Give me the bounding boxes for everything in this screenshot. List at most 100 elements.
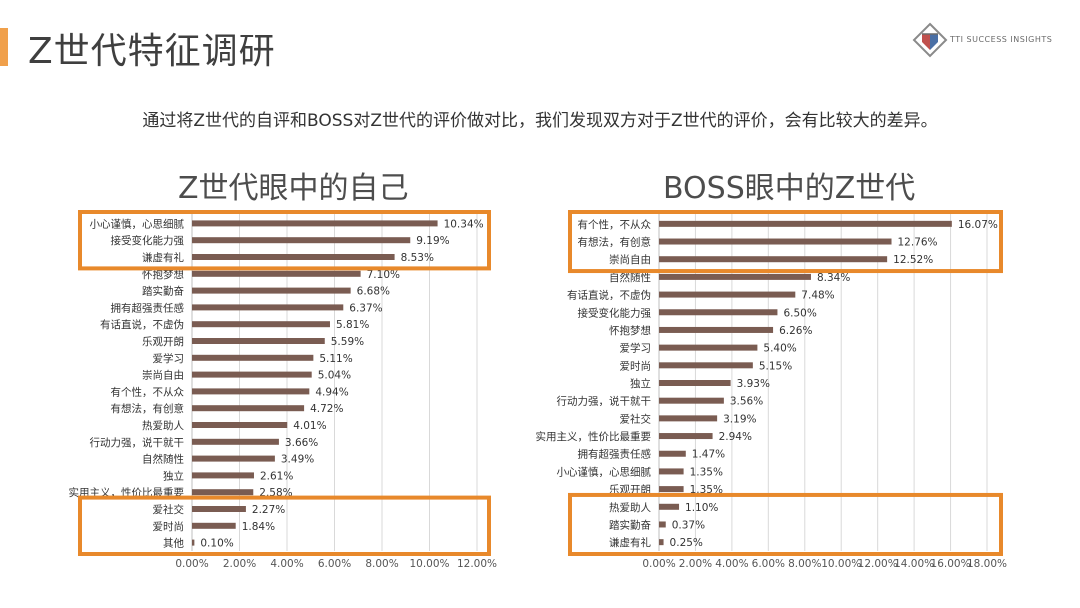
bar [659, 503, 680, 510]
x-tick-label: 10.00% [409, 558, 449, 570]
bar [192, 254, 395, 260]
value-label: 5.40% [763, 343, 796, 355]
value-label: 5.81% [336, 319, 369, 331]
value-label: 6.37% [349, 302, 382, 314]
chart-title-boss: BOSS眼中的Z世代 [663, 171, 916, 206]
category-label: 爱时尚 [153, 520, 185, 533]
category-label: 小心谨慎，心思细腻 [557, 465, 652, 478]
highlight-box [78, 210, 491, 271]
logo-text: TTI SUCCESS INSIGHTS [950, 35, 1053, 44]
highlight-box [568, 492, 1003, 556]
category-label: 有话直说，不虚伪 [100, 318, 184, 331]
category-label: 谦虚有礼 [142, 251, 184, 264]
bar [659, 486, 684, 493]
bar [192, 472, 254, 479]
x-tick-label: 6.00% [752, 558, 785, 570]
bar [192, 304, 344, 311]
bar [659, 397, 724, 404]
category-label: 有话直说，不虚伪 [567, 289, 651, 302]
category-label: 小心谨慎，心思细腻 [90, 217, 185, 230]
category-label: 踏实勤奋 [142, 285, 184, 298]
value-label: 7.48% [801, 290, 834, 302]
x-tick-label: 8.00% [788, 558, 821, 570]
x-tick-label: 16.00% [931, 558, 971, 570]
category-label: 热爱助人 [609, 501, 651, 514]
value-label: 8.34% [817, 272, 850, 284]
bar [192, 388, 310, 395]
bar [659, 291, 796, 298]
bar [192, 371, 312, 378]
value-label: 1.10% [685, 502, 718, 514]
category-label: 独立 [163, 469, 184, 482]
x-tick-label: 10.00% [821, 558, 861, 570]
highlight-box [568, 210, 1003, 274]
bar [192, 405, 305, 412]
bar [659, 238, 892, 245]
value-label: 5.04% [318, 370, 351, 382]
category-label: 行动力强，说干就干 [557, 395, 652, 408]
bar [659, 521, 666, 528]
bar-chart-self: 0.00% 2.00% 4.00% 6.00% 8.00% 10.00% 12.00% 小心谨… [69, 210, 497, 570]
category-label: 拥有超强责任感 [578, 448, 652, 461]
value-label: 6.68% [357, 286, 390, 298]
category-label: 怀抱梦想 [609, 324, 651, 337]
value-label: 12.76% [898, 237, 938, 249]
bar [192, 321, 330, 328]
category-label: 爱学习 [620, 342, 652, 355]
category-label: 崇尚自由 [609, 253, 651, 266]
value-label: 8.53% [401, 252, 434, 264]
page-title: Z世代特征调研 [28, 31, 276, 72]
category-label: 接受变化能力强 [578, 306, 652, 319]
value-label: 0.37% [672, 519, 705, 531]
value-label: 5.59% [331, 336, 364, 348]
bar [192, 220, 438, 227]
value-label: 3.49% [281, 454, 314, 466]
value-label: 2.61% [260, 470, 293, 482]
x-tick-label: 4.00% [715, 558, 748, 570]
bar [192, 539, 195, 546]
value-label: 0.25% [670, 537, 703, 549]
category-label: 热爱助人 [142, 419, 184, 432]
title-accent-bar [0, 28, 8, 66]
bar [192, 455, 275, 462]
value-label: 2.94% [719, 431, 752, 443]
value-label: 1.47% [692, 449, 725, 461]
value-label: 9.19% [416, 235, 449, 247]
value-label: 3.93% [737, 378, 770, 390]
value-label: 7.10% [367, 269, 400, 281]
value-label: 5.15% [759, 360, 792, 372]
bar [192, 338, 325, 344]
bar [659, 256, 888, 263]
value-label: 4.72% [310, 403, 343, 415]
category-label: 踏实勤奋 [609, 518, 651, 531]
chart-title-self: Z世代眼中的自己 [178, 171, 409, 206]
bar [659, 539, 664, 546]
category-label: 接受变化能力强 [111, 234, 185, 247]
bar [192, 522, 236, 529]
company-logo: TTI SUCCESS INSIGHTS [912, 22, 1072, 58]
bar [659, 380, 731, 386]
bar [192, 237, 411, 244]
x-tick-label: 8.00% [365, 558, 398, 570]
category-label: 乐观开朗 [142, 336, 184, 348]
bar [192, 422, 288, 428]
bar [192, 287, 351, 294]
bar [659, 450, 686, 457]
value-label: 10.34% [444, 218, 484, 230]
bar [659, 326, 774, 333]
value-label: 3.66% [285, 437, 318, 449]
category-label: 行动力强，说干就干 [90, 436, 185, 449]
value-label: 6.26% [779, 325, 812, 337]
category-label: 爱社交 [620, 412, 652, 425]
value-label: 16.07% [958, 219, 998, 231]
category-label: 谦虚有礼 [609, 536, 651, 549]
value-label: 2.27% [252, 504, 285, 516]
category-label: 崇尚自由 [142, 369, 184, 382]
category-label: 爱社交 [153, 503, 185, 516]
x-tick-label: 2.00% [223, 558, 256, 570]
category-label: 拥有超强责任感 [111, 301, 185, 314]
value-label: 1.35% [690, 466, 723, 478]
x-tick-label: 12.00% [457, 558, 497, 570]
bar [659, 344, 758, 351]
x-tick-label: 6.00% [318, 558, 351, 570]
